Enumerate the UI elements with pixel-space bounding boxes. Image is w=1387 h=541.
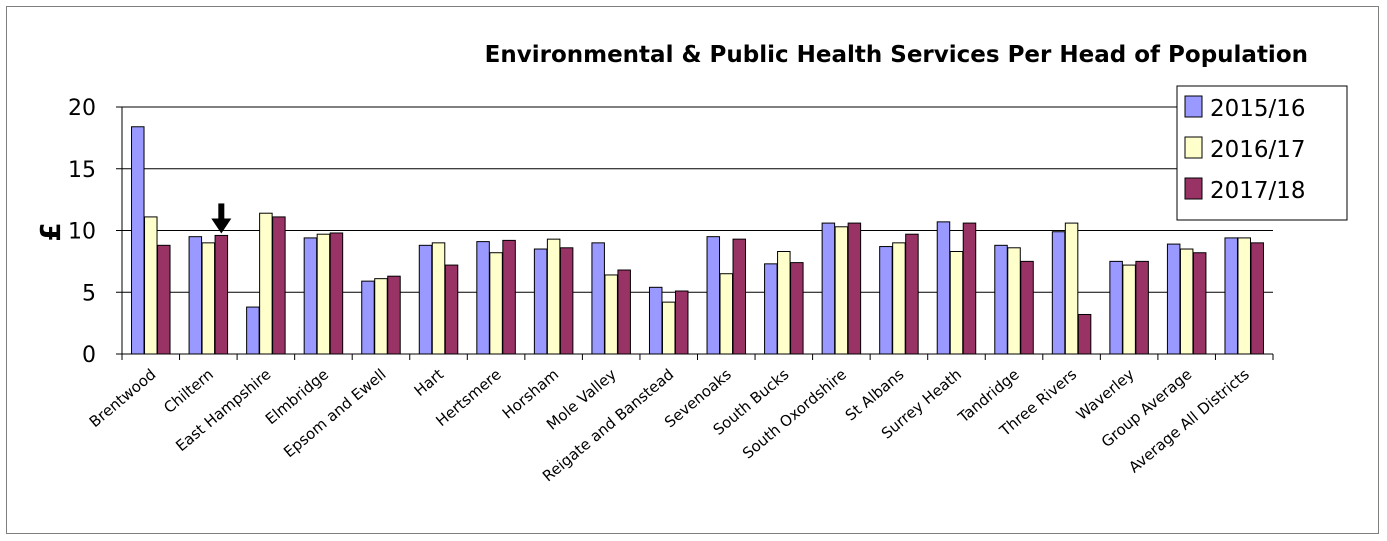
bar-2016-17-horsham bbox=[546, 238, 561, 355]
bar-2015-16-south-bucks bbox=[764, 263, 778, 355]
bar-2016-17-hart bbox=[431, 242, 446, 355]
x-tick-label: Brentwood bbox=[86, 365, 160, 431]
x-tick-label: South Oxordshire bbox=[739, 365, 850, 462]
bar-2016-17-hertsmere bbox=[489, 252, 503, 355]
arrow-shaft bbox=[218, 203, 225, 220]
bar-2017-18-three-rivers bbox=[1077, 313, 1092, 355]
bar-2017-18-waverley bbox=[1135, 260, 1149, 355]
bar-2016-17-south-bucks bbox=[777, 250, 791, 355]
y-axis-label: £ bbox=[34, 222, 67, 241]
y-tick-label: 20 bbox=[68, 96, 96, 121]
y-tick-label: 0 bbox=[82, 343, 96, 368]
bar-2017-18-average-all-districts bbox=[1250, 242, 1264, 355]
bar-2017-18-tandridge bbox=[1020, 260, 1034, 355]
y-tick-label: 15 bbox=[68, 158, 96, 183]
bar-2017-18-mole-valley bbox=[617, 269, 631, 355]
bar-2017-18-south-bucks bbox=[790, 262, 804, 355]
bar-2016-17-three-rivers bbox=[1064, 222, 1079, 355]
bar-2015-16-hart bbox=[418, 244, 433, 355]
bar-2015-16-horsham bbox=[533, 248, 548, 355]
bar-2017-18-horsham bbox=[559, 247, 574, 355]
legend-swatch bbox=[1184, 136, 1203, 159]
bar-2015-16-brentwood bbox=[131, 126, 145, 355]
grid-layer bbox=[122, 106, 1273, 293]
bar-2017-18-surrey-heath bbox=[962, 222, 977, 355]
bar-2016-17-waverley bbox=[1122, 264, 1136, 355]
bar-2016-17-chiltern bbox=[201, 242, 216, 355]
bar-2017-18-group-average bbox=[1192, 252, 1207, 355]
x-tick-label: East Hampshire bbox=[172, 365, 274, 455]
bar-2016-17-mole-valley bbox=[604, 274, 618, 355]
legend-label: 2016/17 bbox=[1210, 137, 1306, 163]
bars-layer bbox=[131, 126, 1264, 355]
bar-2016-17-st-albans bbox=[892, 242, 906, 355]
chart-frame bbox=[6, 6, 1379, 534]
x-tick-label: Epsom and Ewell bbox=[280, 365, 389, 461]
bar-2015-16-south-oxordshire bbox=[821, 222, 836, 355]
bar-2017-18-south-oxordshire bbox=[847, 222, 862, 355]
bar-2016-17-south-oxordshire bbox=[834, 226, 849, 355]
legend-box bbox=[1176, 85, 1348, 221]
bar-2015-16-tandridge bbox=[994, 244, 1008, 355]
bar-2016-17-group-average bbox=[1179, 248, 1194, 355]
bar-2015-16-average-all-districts bbox=[1224, 237, 1238, 355]
chart-title: Environmental & Public Health Services P… bbox=[485, 42, 1308, 68]
x-tick-label: Hart bbox=[411, 365, 448, 400]
bar-2015-16-chiltern bbox=[188, 236, 203, 355]
bar-2017-18-brentwood bbox=[157, 244, 171, 355]
bar-2015-16-group-average bbox=[1166, 243, 1181, 355]
arrow-head bbox=[211, 218, 232, 234]
bar-2017-18-hertsmere bbox=[502, 239, 516, 355]
x-tick-label: Chiltern bbox=[160, 365, 217, 417]
bar-2016-17-brentwood bbox=[144, 216, 158, 355]
bar-2016-17-surrey-heath bbox=[949, 250, 964, 355]
bar-2015-16-sevenoaks bbox=[706, 236, 721, 355]
y-tick-label: 5 bbox=[82, 281, 96, 306]
bar-2017-18-elmbridge bbox=[329, 232, 344, 355]
legend-label: 2017/18 bbox=[1210, 178, 1306, 204]
bar-2016-17-tandridge bbox=[1007, 247, 1021, 355]
bar-2015-16-st-albans bbox=[879, 246, 893, 355]
bar-2017-18-hart bbox=[444, 264, 459, 355]
bar-2015-16-epsom-and-ewell bbox=[361, 280, 375, 355]
bar-2015-16-three-rivers bbox=[1051, 231, 1066, 355]
bar-2016-17-average-all-districts bbox=[1237, 237, 1251, 355]
bar-2015-16-elmbridge bbox=[303, 237, 318, 355]
bar-2016-17-elmbridge bbox=[316, 233, 331, 355]
bar-2016-17-reigate-and-banstead bbox=[661, 301, 676, 355]
legend-label: 2015/16 bbox=[1210, 96, 1306, 122]
legend-swatch bbox=[1184, 177, 1203, 200]
bar-2015-16-east-hampshire bbox=[246, 306, 260, 355]
bar-2017-18-st-albans bbox=[905, 233, 919, 355]
bar-2017-18-reigate-and-banstead bbox=[674, 290, 689, 355]
bar-2016-17-sevenoaks bbox=[719, 273, 734, 355]
bar-2017-18-sevenoaks bbox=[732, 238, 747, 355]
legend: 2015/16 2016/17 2017/18 bbox=[1176, 85, 1348, 221]
y-tick-label: 10 bbox=[68, 220, 96, 245]
bar-2017-18-east-hampshire bbox=[272, 216, 286, 355]
bar-2015-16-hertsmere bbox=[476, 241, 490, 355]
bar-2015-16-reigate-and-banstead bbox=[648, 286, 663, 355]
bar-2017-18-chiltern bbox=[214, 234, 229, 355]
bar-2015-16-mole-valley bbox=[591, 242, 605, 355]
bar-2016-17-east-hampshire bbox=[259, 212, 273, 355]
bar-2016-17-epsom-and-ewell bbox=[374, 278, 388, 355]
annotation-arrow-icon bbox=[211, 203, 232, 234]
bar-2017-18-epsom-and-ewell bbox=[387, 275, 401, 355]
bar-2015-16-surrey-heath bbox=[936, 221, 951, 355]
legend-swatch bbox=[1184, 95, 1203, 118]
bar-2015-16-waverley bbox=[1109, 260, 1123, 355]
